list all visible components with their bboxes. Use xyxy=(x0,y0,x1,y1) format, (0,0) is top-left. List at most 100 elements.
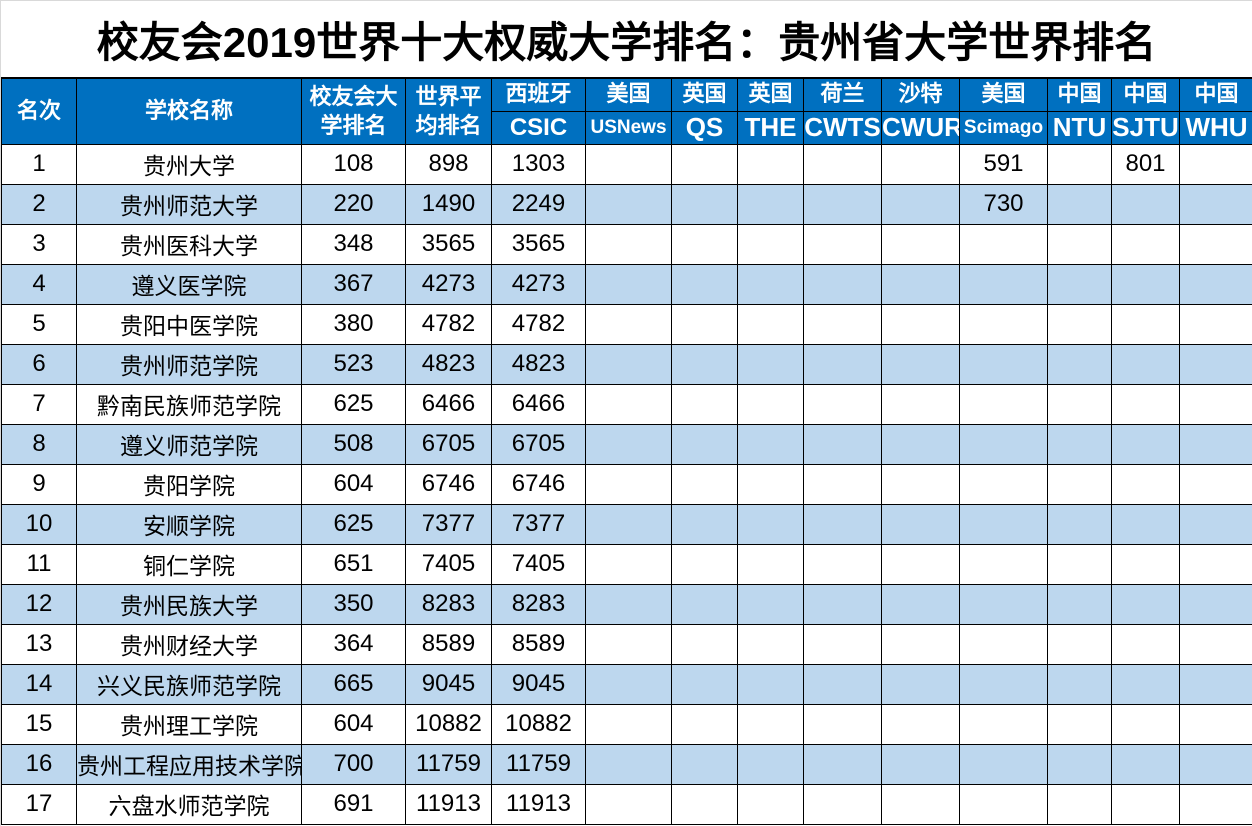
header-school-name: 学校名称 xyxy=(76,77,302,145)
cell-whu xyxy=(1179,703,1252,745)
cell-qs xyxy=(671,423,738,465)
cell-scimago xyxy=(959,223,1048,265)
cell-scimago xyxy=(959,303,1048,345)
cell-the xyxy=(737,663,804,705)
cell-whu xyxy=(1179,663,1252,705)
cell-world-avg-rank: 3565 xyxy=(405,223,492,265)
cell-ntu xyxy=(1047,223,1112,265)
cell-cwur xyxy=(881,583,960,625)
cell-world-avg-rank: 4823 xyxy=(405,343,492,385)
cell-whu xyxy=(1179,623,1252,665)
table-row: 16 贵州工程应用技术学院 700 11759 11759 xyxy=(1,743,1252,785)
cell-cwur xyxy=(881,783,960,825)
header-country-the: 英国 xyxy=(737,77,804,112)
cell-usnews xyxy=(585,303,672,345)
cell-the xyxy=(737,743,804,785)
cell-qs xyxy=(671,743,738,785)
cell-sjtu xyxy=(1111,623,1180,665)
cell-cwts xyxy=(803,703,882,745)
cell-cwur xyxy=(881,423,960,465)
header-country-whu: 中国 xyxy=(1179,77,1252,112)
cell-the xyxy=(737,343,804,385)
cell-qs xyxy=(671,143,738,185)
cell-csic: 10882 xyxy=(491,703,586,745)
cell-csic: 7377 xyxy=(491,503,586,545)
cell-cwur xyxy=(881,503,960,545)
cell-school-name: 贵州理工学院 xyxy=(76,703,302,745)
cell-scimago xyxy=(959,423,1048,465)
cell-usnews xyxy=(585,583,672,625)
cell-alumni-rank: 604 xyxy=(301,703,406,745)
cell-rank: 5 xyxy=(1,303,77,345)
cell-alumni-rank: 348 xyxy=(301,223,406,265)
cell-csic: 3565 xyxy=(491,223,586,265)
cell-the xyxy=(737,503,804,545)
cell-ntu xyxy=(1047,543,1112,585)
cell-alumni-rank: 700 xyxy=(301,743,406,785)
cell-the xyxy=(737,783,804,825)
cell-world-avg-rank: 11759 xyxy=(405,743,492,785)
table-row: 10 安顺学院 625 7377 7377 xyxy=(1,503,1252,545)
cell-school-name: 遵义医学院 xyxy=(76,263,302,305)
cell-cwts xyxy=(803,463,882,505)
cell-whu xyxy=(1179,263,1252,305)
cell-whu xyxy=(1179,343,1252,385)
cell-school-name: 铜仁学院 xyxy=(76,543,302,585)
cell-qs xyxy=(671,503,738,545)
cell-whu xyxy=(1179,783,1252,825)
cell-school-name: 贵州大学 xyxy=(76,143,302,185)
cell-cwur xyxy=(881,223,960,265)
cell-csic: 2249 xyxy=(491,183,586,225)
cell-sjtu xyxy=(1111,783,1180,825)
cell-rank: 16 xyxy=(1,743,77,785)
cell-qs xyxy=(671,623,738,665)
cell-the xyxy=(737,383,804,425)
cell-school-name: 贵州师范大学 xyxy=(76,183,302,225)
cell-the xyxy=(737,623,804,665)
cell-school-name: 贵阳学院 xyxy=(76,463,302,505)
cell-the xyxy=(737,463,804,505)
cell-sjtu xyxy=(1111,423,1180,465)
header-country-qs: 英国 xyxy=(671,77,738,112)
cell-cwur xyxy=(881,543,960,585)
cell-cwur xyxy=(881,663,960,705)
cell-csic: 4273 xyxy=(491,263,586,305)
cell-csic: 1303 xyxy=(491,143,586,185)
cell-alumni-rank: 691 xyxy=(301,783,406,825)
table-row: 11 铜仁学院 651 7405 7405 xyxy=(1,543,1252,585)
cell-world-avg-rank: 1490 xyxy=(405,183,492,225)
cell-alumni-rank: 508 xyxy=(301,423,406,465)
table-row: 15 贵州理工学院 604 10882 10882 xyxy=(1,703,1252,745)
cell-cwts xyxy=(803,583,882,625)
cell-whu xyxy=(1179,503,1252,545)
header-country-sjtu: 中国 xyxy=(1111,77,1180,112)
cell-school-name: 贵州民族大学 xyxy=(76,583,302,625)
cell-rank: 9 xyxy=(1,463,77,505)
cell-usnews xyxy=(585,463,672,505)
table-row: 4 遵义医学院 367 4273 4273 xyxy=(1,263,1252,305)
cell-world-avg-rank: 4782 xyxy=(405,303,492,345)
cell-ntu xyxy=(1047,463,1112,505)
cell-csic: 8589 xyxy=(491,623,586,665)
table-row: 2 贵州师范大学 220 1490 2249 730 xyxy=(1,183,1252,225)
cell-ntu xyxy=(1047,343,1112,385)
page-title-bar: 校友会2019世界十大权威大学排名：贵州省大学世界排名 xyxy=(1,1,1252,77)
table-row: 6 贵州师范学院 523 4823 4823 xyxy=(1,343,1252,385)
cell-qs xyxy=(671,583,738,625)
header-country-csic: 西班牙 xyxy=(491,77,586,112)
cell-usnews xyxy=(585,223,672,265)
cell-cwur xyxy=(881,743,960,785)
cell-world-avg-rank: 6466 xyxy=(405,383,492,425)
header-org-usnews: USNews xyxy=(585,110,672,145)
cell-the xyxy=(737,303,804,345)
table-row: 12 贵州民族大学 350 8283 8283 xyxy=(1,583,1252,625)
header-country-cwur: 沙特 xyxy=(881,77,960,112)
cell-world-avg-rank: 7405 xyxy=(405,543,492,585)
table-header: 名次 学校名称 校友会大学排名 世界平均排名 西班牙 美国 英国 英国 荷兰 沙… xyxy=(1,77,1252,145)
cell-world-avg-rank: 11913 xyxy=(405,783,492,825)
table-row: 13 贵州财经大学 364 8589 8589 xyxy=(1,623,1252,665)
cell-cwts xyxy=(803,383,882,425)
cell-csic: 7405 xyxy=(491,543,586,585)
cell-usnews xyxy=(585,743,672,785)
cell-cwts xyxy=(803,423,882,465)
